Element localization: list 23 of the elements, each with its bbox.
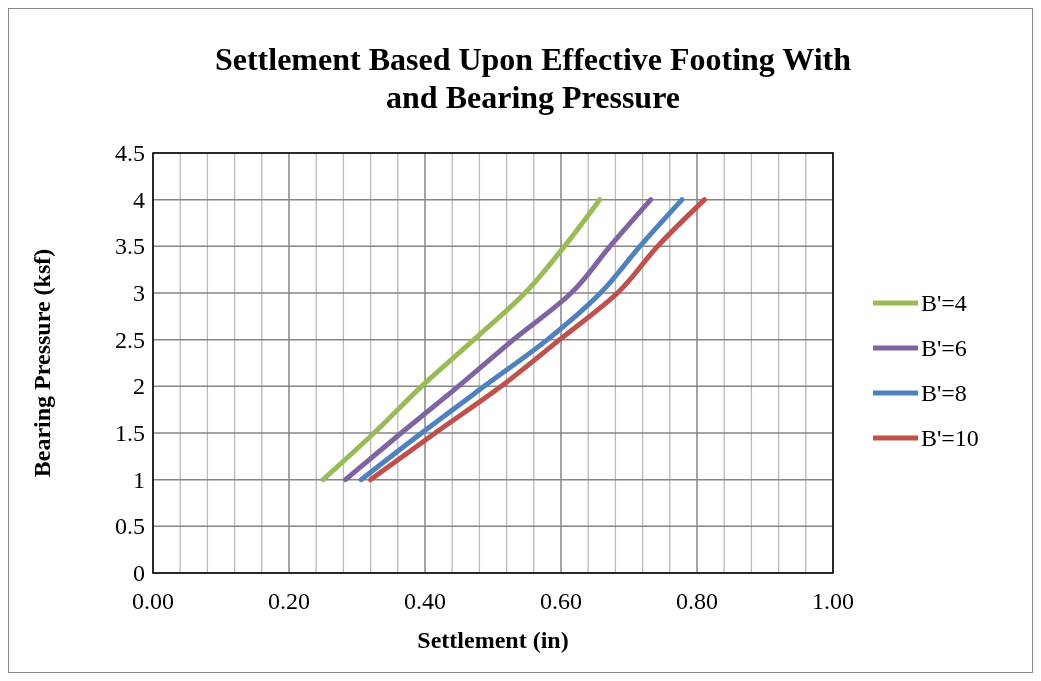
y-tick-label: 0.5	[115, 513, 145, 540]
y-tick-label: 0	[133, 560, 145, 586]
legend-label: B'=10	[921, 425, 979, 451]
x-tick-label: 0.20	[268, 588, 310, 614]
x-tick-label: 0.40	[404, 588, 446, 614]
y-tick-label: 1.5	[115, 420, 145, 446]
legend-label: B'=6	[921, 335, 967, 361]
y-axis-title: Bearing Pressure (ksf)	[29, 248, 55, 478]
y-tick-label: 1	[133, 466, 145, 493]
legend-label: B'=8	[921, 380, 967, 406]
y-tick-label: 2.5	[115, 326, 145, 353]
x-tick-label: 0.00	[132, 588, 174, 614]
x-tick-label: 0.60	[540, 588, 582, 614]
y-tick-label: 2	[133, 373, 145, 400]
legend-label: B'=4	[921, 290, 967, 316]
chart-title: Settlement Based Upon Effective Footing With and Bearing Pressure	[214, 41, 852, 115]
y-tick-label: 3.5	[115, 233, 145, 260]
y-tick-label: 4	[133, 186, 145, 213]
y-tick-label: 3	[133, 280, 145, 306]
x-tick-label: 1.00	[812, 588, 854, 614]
x-axis-title: Settlement (in)	[417, 627, 569, 653]
x-tick-label: 0.80	[676, 588, 718, 614]
y-tick-label: 4.5	[115, 140, 145, 166]
